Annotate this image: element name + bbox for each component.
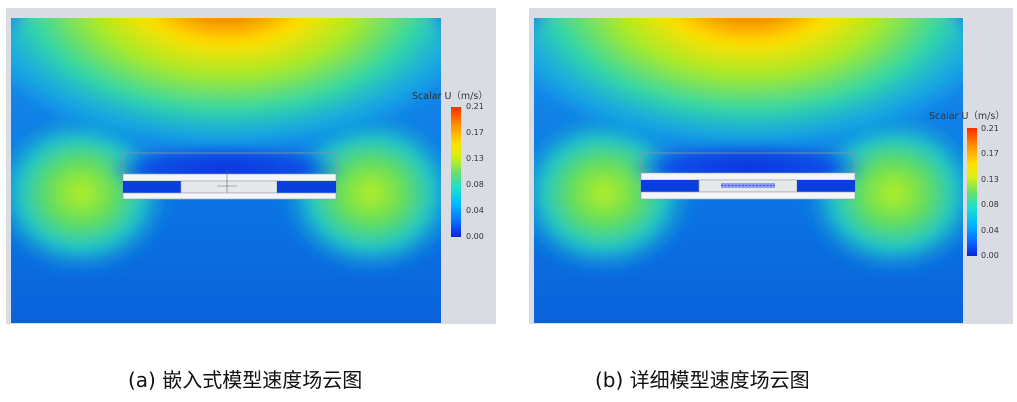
- tick-label-a: 0.00: [466, 232, 484, 241]
- tick-label-b: 0.04: [981, 226, 999, 235]
- tick-label-a: 0.08: [466, 180, 484, 189]
- velocity-contour-panel-a: Scalar U（m/s） 0.21 0.17 0.13 0.08 0.04 0…: [6, 8, 496, 324]
- tick-label-a: 0.13: [466, 154, 484, 163]
- tick-label-b: 0.08: [981, 200, 999, 209]
- tick-label-b: 0.21: [981, 124, 999, 133]
- tick-label-b: 0.00: [981, 251, 999, 260]
- velocity-field-plot-b: [534, 18, 963, 323]
- legend-title-b: Scalar U（m/s）: [929, 111, 1005, 122]
- tick-label-a: 0.21: [466, 102, 484, 111]
- velocity-contour-panel-b: Scalar U（m/s） 0.21 0.17 0.13 0.08 0.04 0…: [529, 8, 1013, 324]
- tick-label-b: 0.17: [981, 149, 999, 158]
- tick-label-a: 0.04: [466, 206, 484, 215]
- velocity-field-plot-a: [11, 18, 441, 323]
- tick-label-b: 0.13: [981, 175, 999, 184]
- legend-title-a: Scalar U（m/s）: [412, 91, 488, 102]
- colorbar-b: [967, 128, 977, 256]
- tick-label-a: 0.17: [466, 128, 484, 137]
- caption-a: (a) 嵌入式模型速度场云图: [128, 368, 363, 392]
- caption-b: (b) 详细模型速度场云图: [595, 368, 810, 392]
- colorbar-a: [451, 107, 461, 237]
